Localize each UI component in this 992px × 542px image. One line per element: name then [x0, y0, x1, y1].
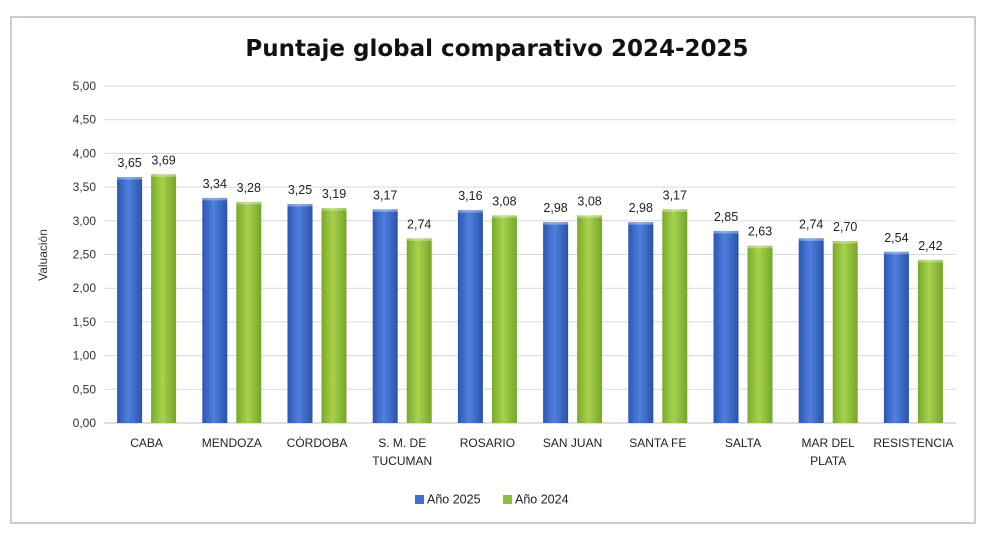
- y-tick-label: 1,50: [73, 315, 97, 329]
- y-tick-label: 4,00: [73, 146, 97, 160]
- data-label: 3,19: [322, 187, 346, 201]
- data-label: 2,74: [799, 217, 823, 231]
- bar: [798, 238, 824, 423]
- bar: [321, 207, 347, 423]
- data-label: 3,65: [117, 156, 141, 170]
- bar-highlight: [406, 238, 432, 241]
- bar: [713, 230, 739, 423]
- bar-highlight: [236, 201, 262, 205]
- bar: [577, 215, 603, 423]
- bar: [917, 259, 943, 423]
- data-label: 3,28: [237, 181, 261, 195]
- bar: [747, 245, 773, 423]
- bar-highlight: [917, 259, 943, 263]
- y-tick-label: 4,50: [73, 113, 97, 127]
- legend-swatch: [415, 495, 424, 504]
- data-label: 3,34: [203, 177, 227, 191]
- y-tick-label: 1,00: [73, 349, 97, 363]
- data-label: 2,74: [407, 217, 431, 231]
- bar-highlight: [202, 197, 228, 201]
- data-label: 2,63: [748, 225, 772, 239]
- bar-highlight: [457, 210, 483, 213]
- bar: [491, 215, 517, 423]
- bar-highlight: [543, 222, 569, 225]
- bar: [202, 197, 228, 423]
- data-label: 2,70: [833, 220, 857, 234]
- data-label: 2,98: [543, 201, 567, 215]
- data-label: 3,08: [492, 194, 516, 208]
- x-tick-label: CABA: [130, 436, 163, 450]
- x-tick-label: S. M. DE: [378, 436, 426, 450]
- bar-highlight: [287, 203, 313, 207]
- y-tick-label: 2,00: [73, 281, 97, 295]
- x-tick-label: MAR DEL: [802, 436, 856, 450]
- bar-highlight: [372, 209, 398, 212]
- y-tick-label: 3,50: [73, 180, 97, 194]
- y-tick-label: 0,00: [73, 416, 97, 430]
- x-tick-label: RESISTENCIA: [873, 436, 953, 450]
- bar-highlight: [577, 215, 603, 218]
- bar-highlight: [662, 209, 688, 212]
- bar: [406, 238, 432, 423]
- bar-highlight: [713, 230, 739, 234]
- x-tick-label: SALTA: [725, 436, 761, 450]
- bar-highlight: [747, 245, 773, 249]
- bar: [457, 210, 483, 423]
- legend-label: Año 2025: [427, 493, 481, 507]
- data-label: 3,17: [373, 188, 397, 202]
- x-tick-label: TUCUMAN: [372, 454, 432, 468]
- data-label: 2,54: [884, 231, 908, 245]
- bar-highlight: [117, 176, 143, 180]
- data-label: 2,42: [918, 239, 942, 253]
- data-label: 2,85: [714, 210, 738, 224]
- x-tick-label: SAN JUAN: [543, 436, 602, 450]
- data-label: 3,17: [663, 188, 687, 202]
- data-label: 3,08: [577, 194, 601, 208]
- bar: [832, 241, 858, 423]
- bar: [117, 176, 143, 423]
- x-tick-label: ROSARIO: [460, 436, 515, 450]
- bar: [151, 174, 177, 423]
- y-tick-label: 0,50: [73, 382, 97, 396]
- x-tick-label: PLATA: [810, 454, 846, 468]
- bar-highlight: [321, 207, 347, 211]
- bar: [662, 209, 688, 423]
- bar-highlight: [798, 238, 824, 241]
- bar: [372, 209, 398, 423]
- data-label: 3,25: [288, 183, 312, 197]
- y-tick-label: 3,00: [73, 214, 97, 228]
- bar: [287, 203, 313, 423]
- data-label: 3,69: [151, 153, 175, 167]
- legend-swatch: [503, 495, 512, 504]
- bar: [883, 251, 909, 423]
- bar-highlight: [628, 222, 654, 225]
- bar-highlight: [491, 215, 517, 218]
- legend-label: Año 2024: [515, 493, 569, 507]
- bar: [543, 222, 569, 423]
- bar-highlight: [151, 174, 177, 177]
- bar-highlight: [883, 251, 909, 255]
- chart-title: Puntaje global comparativo 2024-2025: [245, 36, 748, 62]
- x-tick-label: MENDOZA: [202, 436, 262, 450]
- x-tick-label: SANTA FE: [629, 436, 686, 450]
- bar-highlight: [832, 241, 858, 244]
- y-tick-label: 5,00: [73, 79, 97, 93]
- data-label: 2,98: [629, 201, 653, 215]
- bar: [628, 222, 654, 423]
- bar: [236, 201, 262, 423]
- y-axis-title: Valuación: [36, 229, 50, 281]
- x-tick-label: CÓRDOBA: [287, 435, 348, 450]
- data-label: 3,16: [458, 189, 482, 203]
- y-tick-label: 2,50: [73, 248, 97, 262]
